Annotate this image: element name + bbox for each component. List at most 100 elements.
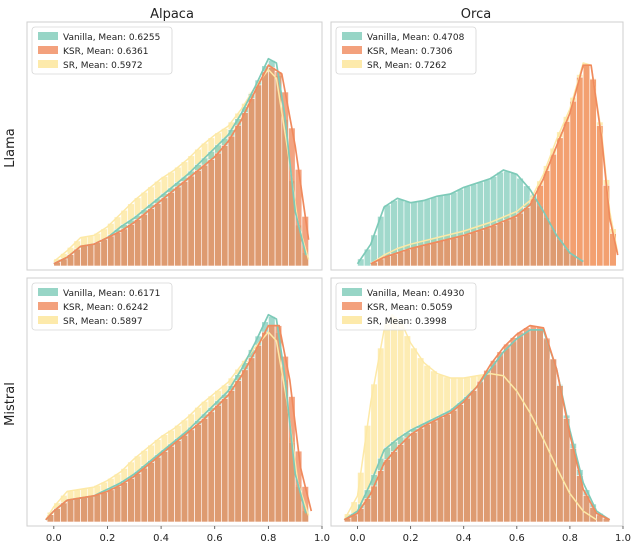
histogram-bar-ksr	[397, 444, 405, 523]
legend-label-vanilla: Vanilla, Mean: 0.6255	[63, 33, 160, 43]
histogram-bar-ksr	[127, 478, 135, 523]
row-label-mistral: Mistral	[3, 382, 18, 426]
histogram-bar-ksr	[416, 427, 425, 523]
histogram-bar-ksr	[221, 145, 229, 267]
histogram-bar-ksr	[134, 219, 142, 267]
x-tick-label: 0.2	[100, 533, 116, 544]
legend-box	[31, 282, 173, 331]
histogram-bar-ksr	[483, 369, 491, 523]
kde-line-ksr	[53, 64, 310, 265]
kde-line-sr	[53, 68, 310, 263]
legend-swatch-vanilla	[342, 288, 362, 296]
histogram-bar-ksr	[120, 228, 128, 267]
histogram-bar-ksr	[254, 84, 262, 267]
histogram-bar-ksr	[87, 496, 95, 523]
panel-llama-orca: Vanilla, Mean: 0.4708 KSR, Mean: 0.7306 SR…	[330, 21, 624, 271]
panels: Vanilla, Mean: 0.6255 KSR, Mean: 0.6361 SR…	[26, 21, 631, 544]
histogram-bar-ksr	[443, 414, 451, 523]
histogram-bar-ksr	[261, 331, 269, 523]
legend-swatch-ksr	[38, 46, 58, 54]
histogram-ksr	[53, 67, 309, 267]
x-tick-label: 1.0	[314, 533, 330, 544]
histogram-bar-ksr	[483, 227, 491, 267]
histogram-bar-ksr	[167, 192, 175, 267]
legend-swatch-sr	[38, 60, 58, 68]
histogram-bar-ksr	[489, 225, 498, 267]
histogram-bar-ksr	[509, 337, 518, 523]
kde-line-sr	[45, 331, 310, 521]
legend-swatch-sr	[342, 316, 362, 324]
panel-mistral-alpaca: Vanilla, Mean: 0.6171 KSR, Mean: 0.6242 SR…	[26, 277, 330, 544]
histogram-bar-ksr	[93, 242, 101, 267]
histogram-bar-ksr	[397, 251, 405, 267]
histogram-bar-ksr	[536, 326, 544, 523]
histogram-bar-ksr	[536, 185, 544, 267]
legend-box	[335, 26, 477, 75]
kde-line-vanilla	[356, 169, 584, 265]
histogram-bar-ksr	[87, 244, 95, 267]
histogram-bar-ksr	[154, 456, 162, 523]
histogram-bar-ksr	[248, 357, 256, 523]
histogram-bar-ksr	[549, 153, 557, 267]
histogram-bar-ksr	[383, 458, 392, 523]
legend-label-sr: SR, Mean: 0.3998	[367, 317, 447, 327]
histogram-bar-ksr	[390, 253, 398, 267]
histogram-bar-ksr	[107, 235, 115, 267]
legend: Vanilla, Mean: 0.6255 KSR, Mean: 0.6361 SR…	[31, 26, 173, 75]
histogram-bar-ksr	[73, 498, 81, 523]
histogram-bar-ksr	[430, 420, 438, 523]
x-tick-label: 0.4	[456, 533, 472, 544]
histogram-bar-ksr	[174, 440, 182, 523]
histogram-bar-ksr	[113, 486, 122, 523]
panel-llama-alpaca: Vanilla, Mean: 0.6255 KSR, Mean: 0.6361 SR…	[26, 21, 323, 271]
kde-line-ksr	[45, 324, 313, 521]
x-axis-ticks: 0.0 0.2 0.4 0.6 0.8 1.0	[350, 526, 631, 544]
histogram-bar-ksr	[582, 64, 591, 267]
histogram-bar-ksr	[556, 137, 564, 267]
histogram-bar-ksr	[180, 434, 189, 523]
legend-box	[335, 282, 477, 331]
histogram-bar-ksr	[107, 489, 115, 523]
x-tick-label: 0.4	[153, 533, 169, 544]
histogram-bar-ksr	[140, 467, 148, 523]
histogram-bar-ksr	[456, 236, 465, 267]
legend-label-vanilla: Vanilla, Mean: 0.4708	[367, 33, 465, 43]
histogram-bar-ksr	[154, 203, 162, 267]
histogram-bar-ksr	[147, 462, 155, 523]
histogram-bar-ksr	[549, 358, 557, 523]
histogram-bar-ksr	[194, 170, 202, 267]
x-tick-label: 0.6	[207, 533, 223, 544]
histogram-bar-ksr	[423, 244, 431, 267]
histogram-bar-ksr	[120, 482, 128, 523]
histogram-bar-ksr	[207, 411, 215, 523]
legend-label-ksr: KSR, Mean: 0.5059	[367, 303, 453, 313]
histogram-bar-ksr	[489, 360, 498, 523]
x-tick-label: 0.6	[509, 533, 525, 544]
histogram-bar-ksr	[234, 380, 242, 523]
histogram-bar-ksr	[430, 242, 438, 267]
row-label-llama: Llama	[3, 128, 18, 167]
histogram-bar-ksr	[201, 164, 209, 267]
histogram-bar-ksr	[450, 237, 458, 267]
x-tick-label: 1.0	[615, 533, 631, 544]
histogram-bar-ksr	[423, 423, 431, 523]
histogram-bar-ksr	[569, 100, 577, 267]
histogram-bar-ksr	[241, 369, 249, 523]
histogram-bar-ksr	[241, 112, 249, 267]
histogram-bar-ksr	[180, 181, 189, 267]
histogram-bar-ksr	[66, 499, 75, 523]
histogram-bar-ksr	[167, 445, 175, 523]
x-axis-ticks: 0.0 0.2 0.4 0.6 0.8 1.0	[46, 526, 330, 544]
legend-label-ksr: KSR, Mean: 0.7306	[367, 47, 453, 57]
legend-box	[31, 26, 173, 75]
legend: Vanilla, Mean: 0.4930 KSR, Mean: 0.5059 SR…	[335, 282, 477, 331]
histogram-bar-ksr	[127, 224, 135, 267]
legend-swatch-sr	[342, 60, 362, 68]
histogram-bar-ksr	[470, 390, 478, 523]
histogram-bar-ksr	[503, 343, 511, 523]
kde-line-ksr	[343, 324, 611, 521]
histogram-bar-ksr	[416, 245, 425, 267]
histogram-bar-ksr	[207, 159, 215, 267]
histogram-bar-ksr	[390, 451, 398, 523]
histogram-bar-ksr	[234, 124, 242, 267]
